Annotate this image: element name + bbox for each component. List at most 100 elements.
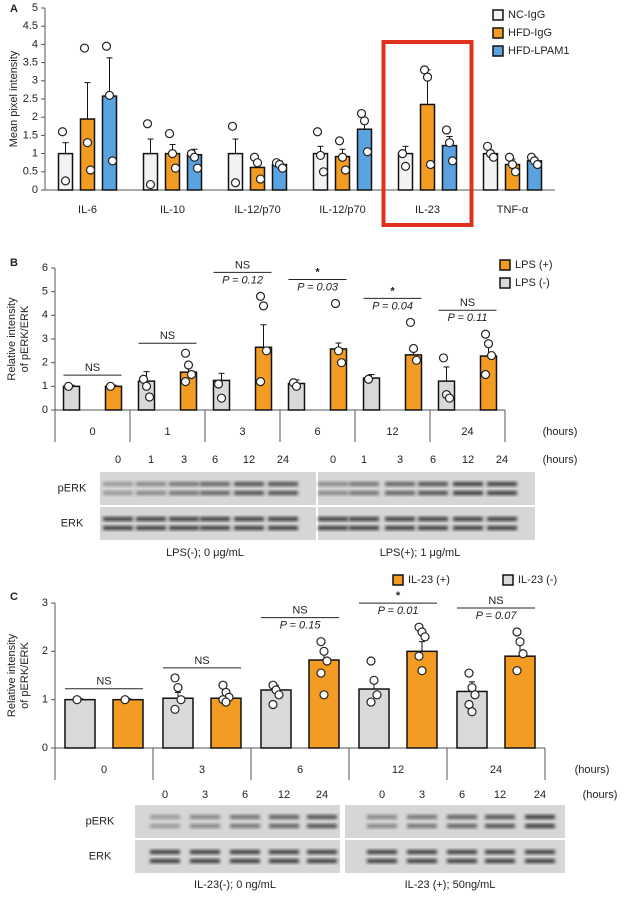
blot-band: [447, 850, 477, 854]
y-tick-label: 1: [32, 148, 38, 160]
blot-band: [407, 824, 437, 828]
blot-band: [200, 491, 230, 495]
data-point: [333, 346, 344, 356]
data-point: [261, 346, 272, 356]
data-point: [362, 147, 373, 157]
p-value-label: P = 0.03: [297, 281, 339, 293]
data-point: [79, 43, 90, 53]
blot-background: [318, 472, 535, 505]
y-tick-label: 1: [42, 380, 48, 392]
x-tick-label: IL-12/p70: [319, 204, 365, 216]
data-point: [366, 656, 376, 666]
blot-band: [230, 824, 260, 828]
condition-label: LPS(+); 1 μg/mL: [380, 547, 461, 559]
y-tick-label: 2: [32, 111, 38, 123]
blot-band: [349, 482, 379, 486]
blot-band: [190, 815, 220, 819]
blot-band: [418, 482, 448, 486]
data-point: [216, 393, 227, 403]
bar: [504, 655, 536, 749]
legend-swatch: [499, 277, 511, 289]
data-point: [447, 156, 458, 166]
data-point: [363, 374, 374, 384]
blot-band: [230, 859, 260, 863]
data-point: [230, 178, 241, 188]
legend-swatch: [502, 574, 514, 586]
blot-band: [103, 491, 133, 495]
data-point: [467, 707, 477, 717]
blot-band: [136, 482, 166, 486]
blot-band: [318, 482, 348, 486]
lane-label: 24: [277, 454, 289, 466]
bar: [79, 118, 96, 191]
y-tick-label: 5: [32, 2, 38, 14]
significance-label: NS: [160, 330, 175, 342]
data-point: [340, 165, 351, 175]
blot-band: [453, 482, 483, 486]
legend-label: NC-IgG: [508, 9, 545, 21]
blot-background: [100, 472, 316, 505]
bar: [356, 128, 373, 191]
condition-label: IL-23(-); 0 ng/mL: [194, 879, 276, 891]
bar: [397, 152, 414, 191]
y-tick-label: 2.5: [23, 93, 38, 105]
data-point: [397, 149, 408, 159]
y-tick-label: 4: [42, 309, 48, 321]
blot-band: [487, 491, 517, 495]
row-label: pERK: [86, 815, 115, 827]
data-point: [268, 699, 278, 710]
y-axis-label: of pERK/ERK: [19, 305, 31, 372]
data-point: [312, 127, 323, 137]
blot-band: [190, 859, 220, 863]
x-tick-label: IL-6: [78, 204, 97, 216]
bar: [112, 698, 144, 749]
y-axis-label: Mean pixel intensity: [8, 50, 20, 147]
bar: [419, 103, 436, 191]
data-point: [173, 682, 183, 693]
lane-label: 0: [330, 454, 336, 466]
data-point: [82, 138, 93, 148]
blot-band: [150, 824, 180, 828]
y-tick-label: 1.5: [23, 129, 38, 141]
lane-label: 3: [181, 454, 187, 466]
blot-band: [269, 850, 299, 854]
y-tick-label: 3: [42, 333, 48, 345]
blot-band: [447, 815, 477, 819]
data-point: [414, 651, 424, 661]
blot-band: [418, 517, 448, 521]
blot-band: [169, 517, 199, 521]
y-tick-label: 0.5: [23, 166, 38, 178]
blot-band: [525, 815, 555, 819]
blot-background: [100, 507, 316, 540]
lane-label: 6: [242, 789, 248, 801]
p-value-label: P = 0.15: [280, 620, 322, 632]
x-unit-label: (hours): [543, 454, 578, 466]
legend-swatch: [392, 574, 404, 586]
y-tick-label: 2: [42, 357, 48, 369]
x-tick-label: 3: [199, 764, 205, 776]
data-point: [359, 116, 370, 126]
data-point: [425, 159, 436, 170]
blot-band: [150, 815, 180, 819]
x-tick-label: IL-12/p70: [234, 204, 280, 216]
data-point: [316, 637, 326, 647]
data-point: [255, 174, 266, 184]
blot-band: [485, 815, 515, 819]
data-point: [63, 381, 74, 391]
blot-band: [200, 526, 230, 530]
y-tick-label: 4.5: [23, 20, 38, 32]
lane-label: 3: [419, 789, 425, 801]
data-point: [221, 697, 231, 707]
significance-label: NS: [85, 362, 100, 374]
blot-band: [525, 824, 555, 828]
data-point: [444, 138, 455, 148]
y-tick-label: 4: [32, 38, 38, 50]
data-point: [145, 179, 156, 190]
blot-band: [367, 815, 397, 819]
p-value-label: P = 0.01: [378, 605, 419, 617]
data-point: [337, 152, 348, 162]
bar: [101, 95, 118, 191]
legend-label: HFD-LPAM1: [508, 45, 570, 57]
lane-label: 3: [202, 789, 208, 801]
x-tick-label: 24: [490, 764, 502, 776]
